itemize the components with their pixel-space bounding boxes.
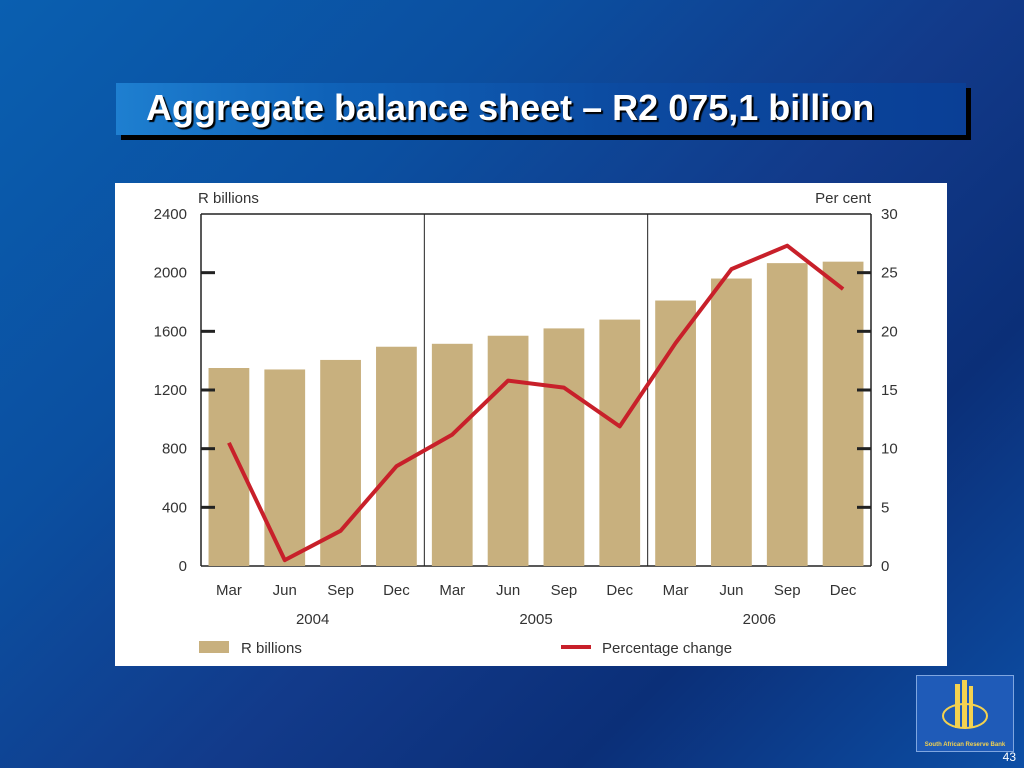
- x-tick-label: Jun: [273, 582, 297, 599]
- year-label: 2006: [743, 611, 776, 628]
- bar: [543, 328, 585, 566]
- right-tick-label: 0: [881, 558, 889, 575]
- x-tick-label: Mar: [663, 582, 689, 599]
- right-tick-label: 20: [881, 323, 898, 340]
- left-tick-label: 0: [179, 558, 187, 575]
- bar: [208, 368, 250, 566]
- right-tick-label: 15: [881, 382, 898, 399]
- right-tick-label: 10: [881, 441, 898, 458]
- left-tick-label: 2400: [154, 206, 187, 223]
- bar: [711, 278, 752, 566]
- left-tick-label: 800: [162, 441, 187, 458]
- right-axis-label: Per cent: [815, 190, 872, 207]
- legend-label-line: Percentage change: [602, 640, 732, 657]
- left-tick-label: 1200: [154, 382, 187, 399]
- legend-swatch-bars: [199, 641, 229, 653]
- right-tick-label: 5: [881, 499, 889, 516]
- bar: [766, 263, 808, 566]
- x-tick-label: Dec: [383, 582, 410, 599]
- chart-panel: 0 400 800 1200 1600 2000 2400 0 5 10 15 20 25 30 R bil…: [115, 183, 947, 666]
- x-tick-label: Dec: [606, 582, 633, 599]
- x-tick-label: Mar: [439, 582, 465, 599]
- sarb-logo: South African Reserve Bank: [916, 675, 1014, 752]
- left-tick-label: 400: [162, 499, 187, 516]
- left-tick-label: 2000: [154, 265, 187, 282]
- bar: [431, 343, 473, 566]
- left-axis-label: R billions: [198, 190, 259, 207]
- x-tick-label: Jun: [496, 582, 520, 599]
- right-tick-label: 30: [881, 206, 898, 223]
- year-label: 2004: [296, 611, 329, 628]
- bar: [320, 359, 361, 566]
- year-label: 2005: [519, 611, 552, 628]
- legend-label-bars: R billions: [241, 640, 302, 657]
- right-tick-label: 25: [881, 265, 898, 282]
- percentage-change-line: [227, 243, 845, 563]
- slide-title: Aggregate balance sheet – R2 075,1 billi…: [146, 87, 875, 128]
- bar: [599, 319, 641, 566]
- x-tick-label: Dec: [830, 582, 857, 599]
- logo-text: South African Reserve Bank: [924, 742, 1006, 748]
- logo-emblem-icon: [942, 680, 988, 729]
- bar: [487, 335, 529, 566]
- x-tick-label: Mar: [216, 582, 242, 599]
- x-tick-label: Sep: [327, 582, 354, 599]
- x-tick-label: Sep: [774, 582, 801, 599]
- bar: [822, 261, 864, 566]
- page-number: 43: [1002, 750, 1016, 764]
- title-banner: Aggregate balance sheet – R2 075,1 billi…: [116, 83, 966, 135]
- chart-svg: 0 400 800 1200 1600 2000 2400 0 5 10 15 20 25 30 R bil…: [154, 190, 898, 657]
- x-tick-label: Jun: [719, 582, 743, 599]
- x-tick-label: Sep: [551, 582, 578, 599]
- bar: [264, 369, 306, 566]
- left-tick-label: 1600: [154, 323, 187, 340]
